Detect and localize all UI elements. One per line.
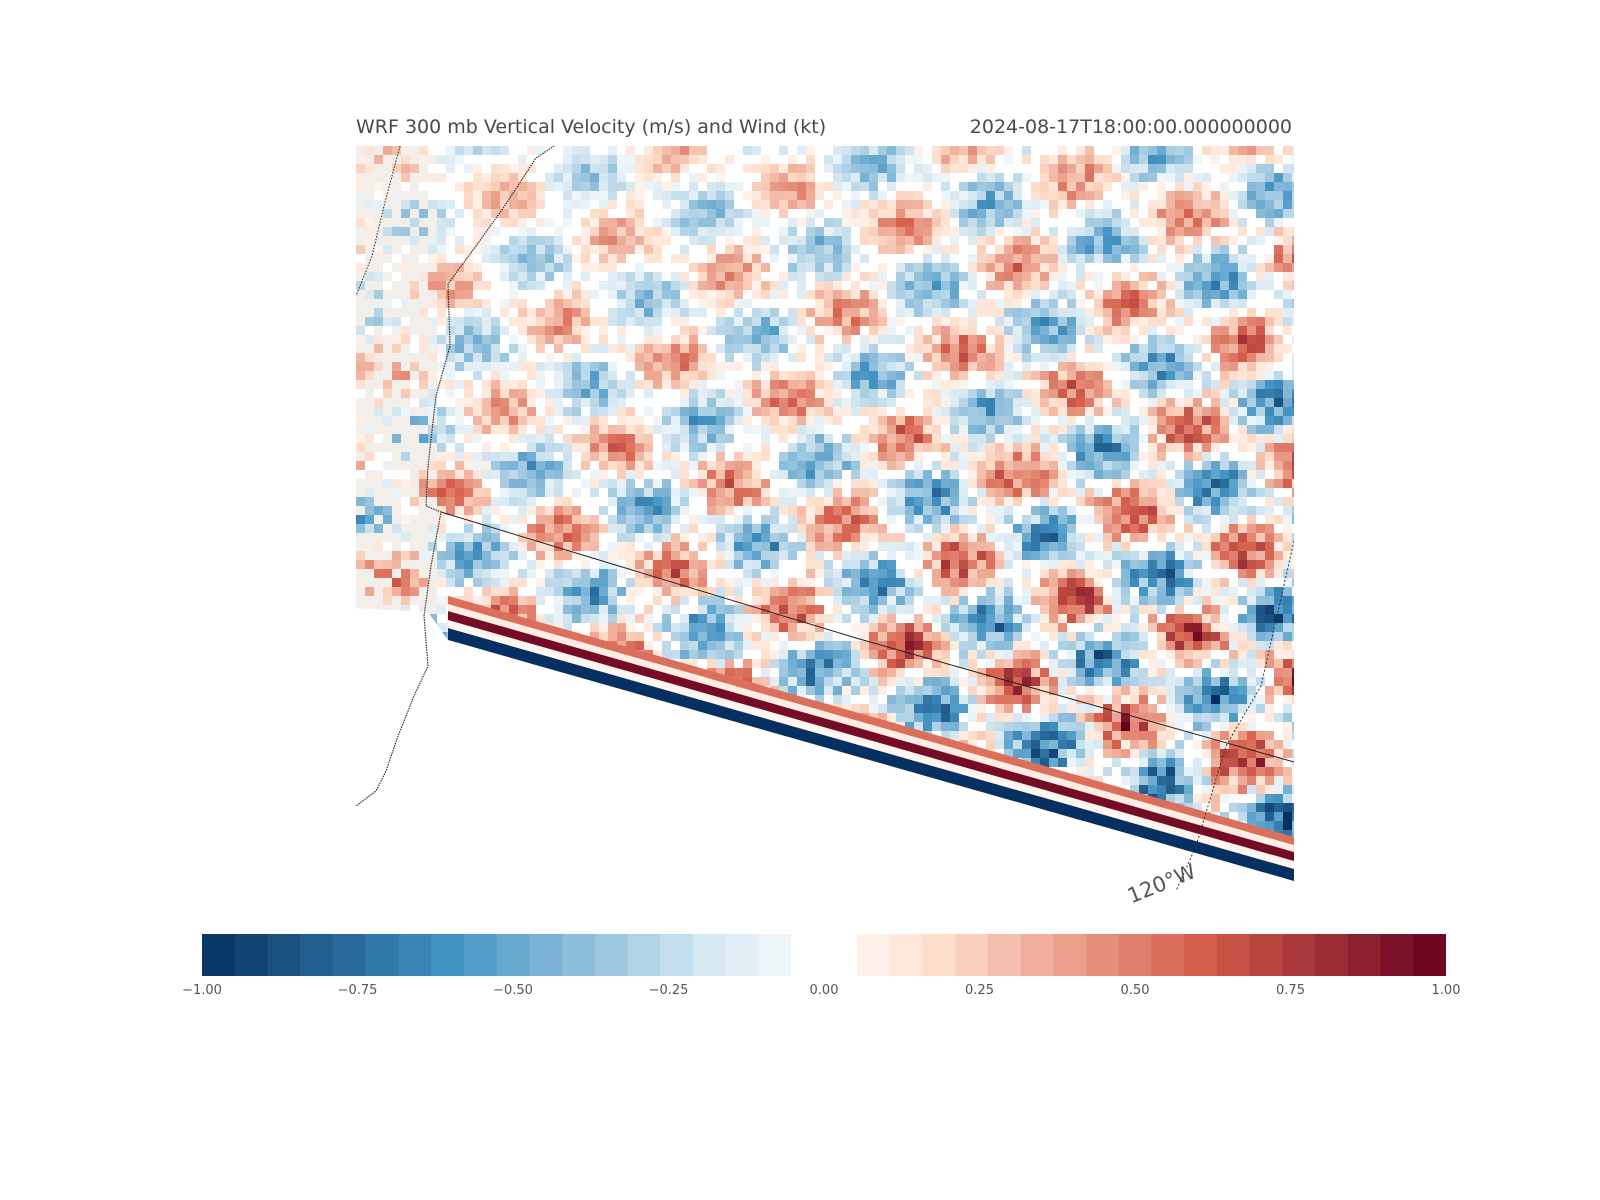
colorbar-segment [529,934,563,976]
colorbar-segment [496,934,530,976]
colorbar-segment [1282,934,1316,976]
colorbar-tick-label: 1.00 [1431,983,1461,998]
colorbar-segment [1053,934,1087,976]
colorbar-segment [954,934,989,976]
colorbar-segment [1413,934,1446,976]
boundary-bands [448,596,1294,881]
colorbar-segment [987,934,1022,976]
colorbar-tick-label: −0.75 [337,983,378,998]
colorbar-segment [1249,934,1283,976]
colorbar-segment [693,934,727,976]
colorbar-tick-label: 0.50 [1120,983,1150,998]
colorbar-segment [1151,934,1185,976]
colorbar-segment [889,934,923,976]
colorbar-segment [627,934,661,976]
colorbar-segment [1085,934,1120,976]
colorbar-segment [594,934,629,976]
colorbar-segment [1184,934,1218,976]
colorbar-segment [922,934,956,976]
colorbar-tick-label: −0.25 [648,983,689,998]
colorbar-segment [1315,934,1349,976]
colorbar-segment [1020,934,1054,976]
colorbar-segment [791,934,825,976]
colorbar-segment [267,934,301,976]
coastline-north [356,146,401,297]
valid-time: 2024-08-17T18:00:00.000000000 [969,116,1292,138]
colorbar-segment [562,934,596,976]
colorbar-segment [758,934,792,976]
colorbar-segment [660,934,694,976]
colorbar-tick-label: 0.75 [1276,983,1305,998]
colorbar-segment [1118,934,1152,976]
colorbar-segment [431,934,465,976]
colorbar [202,934,1446,976]
colorbar-segment [1380,934,1414,976]
colorbar-segment [365,934,400,976]
colorbar-segment [202,934,236,976]
colorbar-tick-label: −1.00 [182,983,222,998]
colorbar-segment [725,934,760,976]
colorbar-tick-label: 0.00 [809,983,839,998]
state-border [440,511,1294,763]
colorbar-segment [1216,934,1251,976]
vertical-velocity-map [356,146,1294,891]
colorbar-segment [824,934,858,976]
colorbar-segment [234,934,269,976]
colorbar-segment [1347,934,1382,976]
colorbar-segment [463,934,498,976]
colorbar-tick-label: −0.50 [493,983,533,998]
colorbar-tick-label: 0.25 [965,983,994,998]
map-title: WRF 300 mb Vertical Velocity (m/s) and W… [356,116,827,138]
coastline [356,146,555,807]
colorbar-segment [856,934,891,976]
colorbar-segment [332,934,367,976]
colorbar-segment [300,934,334,976]
colorbar-segment [398,934,432,976]
